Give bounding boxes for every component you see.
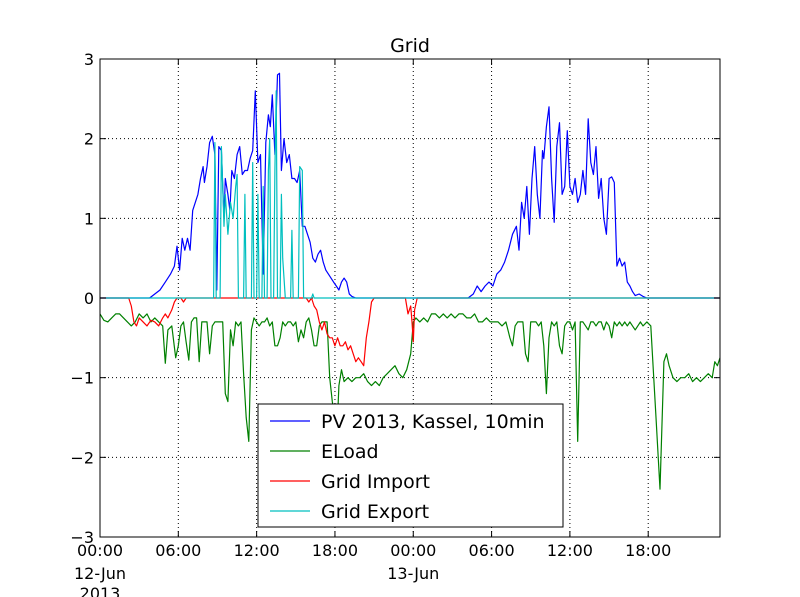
series-layer bbox=[99, 72, 721, 490]
x-tick-label: 12:00 bbox=[547, 541, 593, 560]
y-tick-label: 3 bbox=[84, 50, 94, 69]
x-tick-label: 12:00 bbox=[234, 541, 280, 560]
series-line-2 bbox=[100, 297, 720, 367]
x-date-label: 13-Jun bbox=[387, 564, 439, 583]
y-tick-label: 1 bbox=[84, 209, 94, 228]
legend-label: Grid Import bbox=[321, 471, 430, 493]
legend-box bbox=[257, 403, 564, 528]
y-tick-label: 2 bbox=[84, 130, 94, 149]
x-tick-label: 00:00 bbox=[77, 541, 123, 560]
x-tick-label: 18:00 bbox=[625, 541, 671, 560]
legend-label: PV 2013, Kassel, 10min bbox=[321, 411, 545, 433]
legend: PV 2013, Kassel, 10min ELoad Grid Import Gr… bbox=[257, 403, 564, 528]
y-tick-label: −3 bbox=[70, 528, 94, 547]
x-tick-label: 06:00 bbox=[155, 541, 201, 560]
x-date-label: 12-Jun bbox=[74, 564, 126, 583]
chart-title: Grid bbox=[390, 35, 430, 57]
legend-label: ELoad bbox=[321, 441, 379, 463]
y-tick-label: −2 bbox=[70, 448, 94, 467]
legend-label: Grid Export bbox=[321, 501, 429, 523]
x-tick-label: 18:00 bbox=[312, 541, 358, 560]
ticks: −3 −2 −1 0 1 2 3 00:00 06:00 12:00 18:00 00:00 06:00… bbox=[70, 50, 720, 597]
y-tick-label: −1 bbox=[70, 369, 94, 388]
x-tick-label: 00:00 bbox=[390, 541, 436, 560]
series-line-3 bbox=[100, 90, 720, 299]
x-date-label: 2013 bbox=[80, 584, 121, 597]
x-tick-label: 06:00 bbox=[469, 541, 515, 560]
y-tick-label: 0 bbox=[84, 289, 94, 308]
series-line-0 bbox=[100, 72, 720, 299]
series-line-1 bbox=[99, 313, 721, 490]
